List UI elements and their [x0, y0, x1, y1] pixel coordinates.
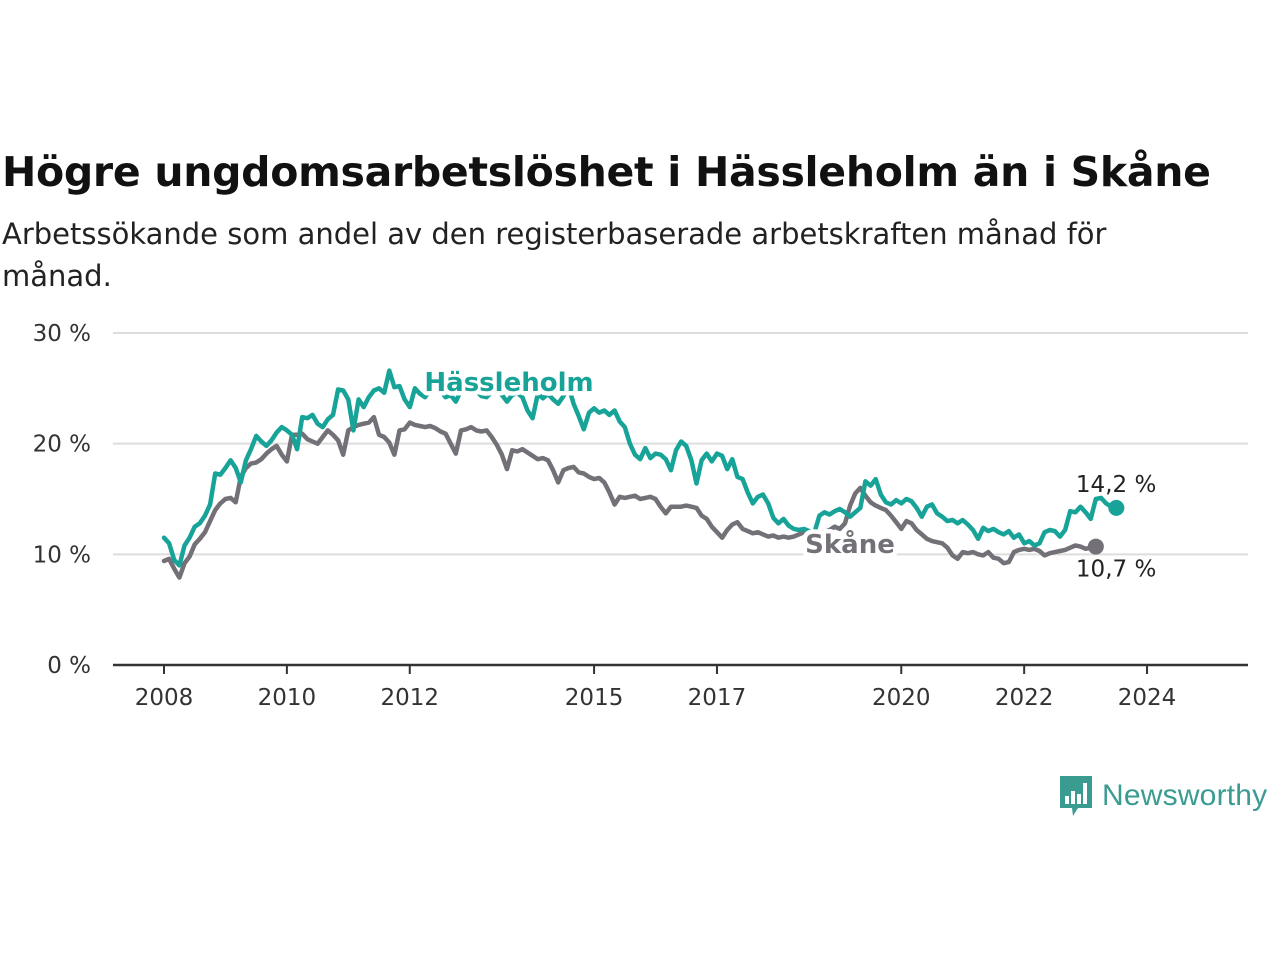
x-tick-label: 2020 — [872, 685, 931, 711]
gridlines — [113, 332, 1248, 667]
x-tick-label: 2015 — [565, 685, 624, 711]
x-tick-label: 2024 — [1118, 685, 1177, 711]
x-tick-label: 2008 — [135, 685, 194, 711]
x-tick-label: 2012 — [380, 685, 439, 711]
end-value-label-skane: 10,7 % — [1076, 557, 1156, 583]
series-lines — [161, 368, 1125, 580]
chart-title: Högre ungdomsarbetslöshet i Hässleholm ä… — [2, 148, 1211, 196]
x-tick-label: 2022 — [995, 685, 1054, 711]
series-end-point — [1108, 499, 1125, 516]
brand-name: Newsworthy — [1102, 779, 1268, 812]
series-label-skane: Skåne — [805, 528, 895, 560]
series-line-skane — [161, 414, 1099, 580]
series-labels: Hässleholm Skåne 14,2 % 10,7 % — [420, 364, 1156, 583]
end-value-label-hassleholm: 14,2 % — [1076, 472, 1156, 498]
series-end-point — [1087, 538, 1104, 555]
bar-chart-speech-bubble-icon — [1060, 776, 1092, 816]
x-axis-ticks: 2008 2010 2012 2015 2017 2020 2022 2024 — [135, 665, 1177, 711]
series-label-hassleholm: Hässleholm — [424, 368, 593, 398]
y-tick-label: 0 % — [47, 653, 91, 679]
y-tick-label: 10 % — [33, 542, 91, 568]
y-tick-label: 30 % — [33, 321, 91, 347]
series-line-hassleholm — [161, 368, 1119, 568]
y-axis-ticks: 0 % 10 % 20 % 30 % — [33, 321, 91, 679]
y-tick-label: 20 % — [33, 432, 91, 458]
x-tick-label: 2017 — [688, 685, 747, 711]
x-tick-label: 2010 — [258, 685, 317, 711]
brand-logo: Newsworthy — [1058, 772, 1267, 820]
chart-subtitle: Arbetssökande som andel av den registerb… — [2, 217, 1107, 294]
